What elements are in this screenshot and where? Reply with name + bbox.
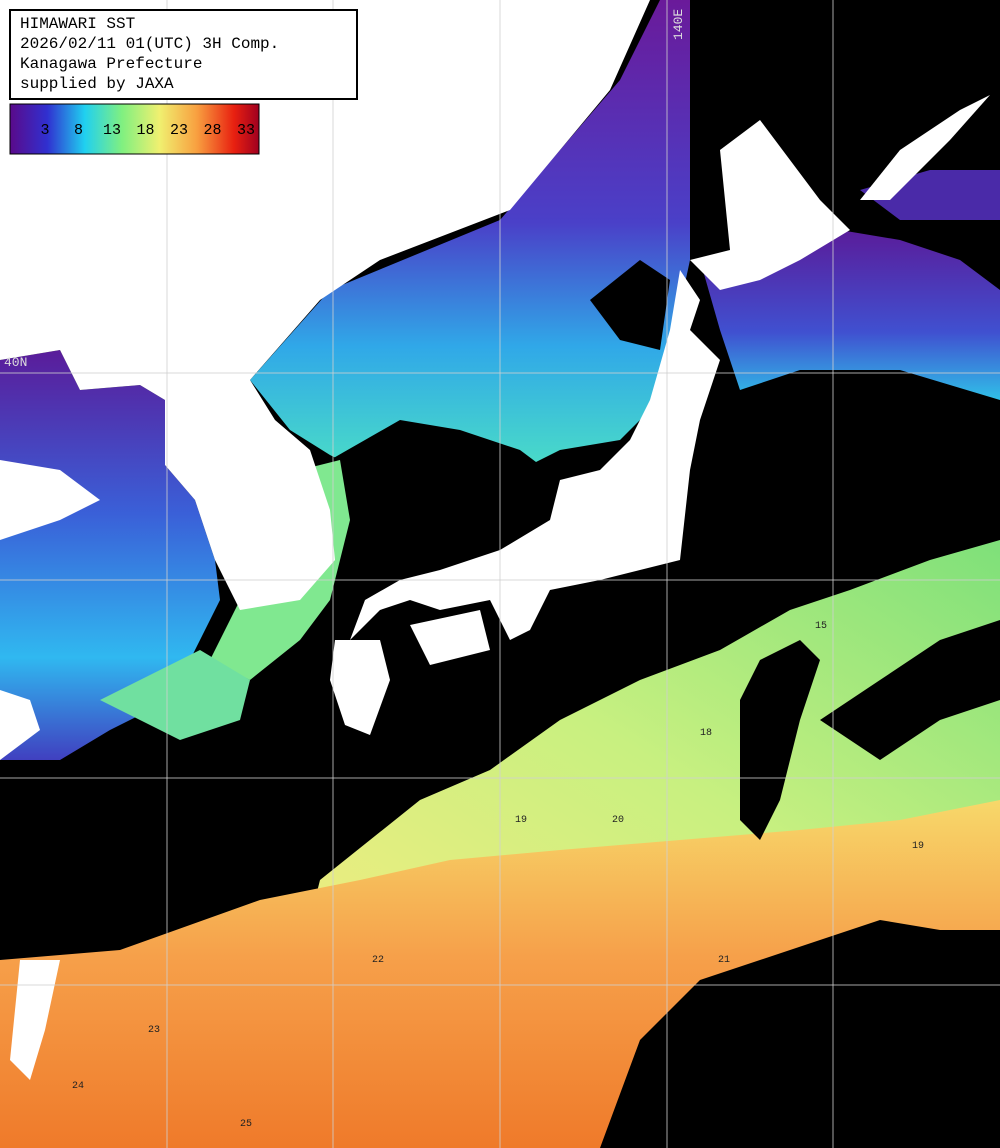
longitude-label: 140E xyxy=(671,9,686,40)
contour-label: 20 xyxy=(612,815,624,826)
contour-label: 21 xyxy=(718,955,730,966)
contour-label: 19 xyxy=(515,815,527,826)
land-china-s xyxy=(0,690,40,760)
land-china xyxy=(0,460,100,540)
contour-label: 19 xyxy=(912,841,924,852)
contour-label: 24 xyxy=(72,1081,84,1092)
colorbar-tick: 18 xyxy=(136,122,154,139)
cloud-band xyxy=(600,920,1000,1148)
land-island xyxy=(400,125,430,165)
cloud-patch xyxy=(330,420,560,520)
colorbar-tick: 8 xyxy=(74,122,83,139)
colorbar xyxy=(9,103,260,155)
cloud-band xyxy=(820,620,1000,760)
cloud-band xyxy=(740,640,820,840)
header-box xyxy=(9,9,358,100)
header-line: 2026/02/11 01(UTC) 3H Comp. xyxy=(20,35,279,53)
latitude-label: 40N xyxy=(4,355,27,370)
colorbar-tick: 33 xyxy=(237,122,255,139)
header-line: HIMAWARI SST xyxy=(20,15,135,33)
land-sakhalin xyxy=(860,95,990,200)
land-kyushu xyxy=(330,640,390,735)
sea-japan xyxy=(250,0,690,495)
colorbar-tick: 13 xyxy=(103,122,121,139)
colorbar-tick: 28 xyxy=(203,122,221,139)
land-shikoku xyxy=(410,610,490,665)
colorbar-tick: 3 xyxy=(40,122,49,139)
header-line: Kanagawa Prefecture xyxy=(20,55,202,73)
contour-label: 22 xyxy=(372,955,384,966)
header-line: supplied by JAXA xyxy=(20,75,174,93)
land-hokkaido xyxy=(690,120,850,290)
contour-label: 25 xyxy=(240,1119,252,1130)
contour-label: 23 xyxy=(148,1025,160,1036)
sea-ecs xyxy=(100,650,250,740)
cloud-patch xyxy=(590,260,670,350)
contour-label: 18 xyxy=(700,728,712,739)
land-taiwan xyxy=(10,960,60,1080)
land-honshu xyxy=(350,270,720,640)
contour-label: 15 xyxy=(815,621,827,632)
colorbar-tick: 23 xyxy=(170,122,188,139)
